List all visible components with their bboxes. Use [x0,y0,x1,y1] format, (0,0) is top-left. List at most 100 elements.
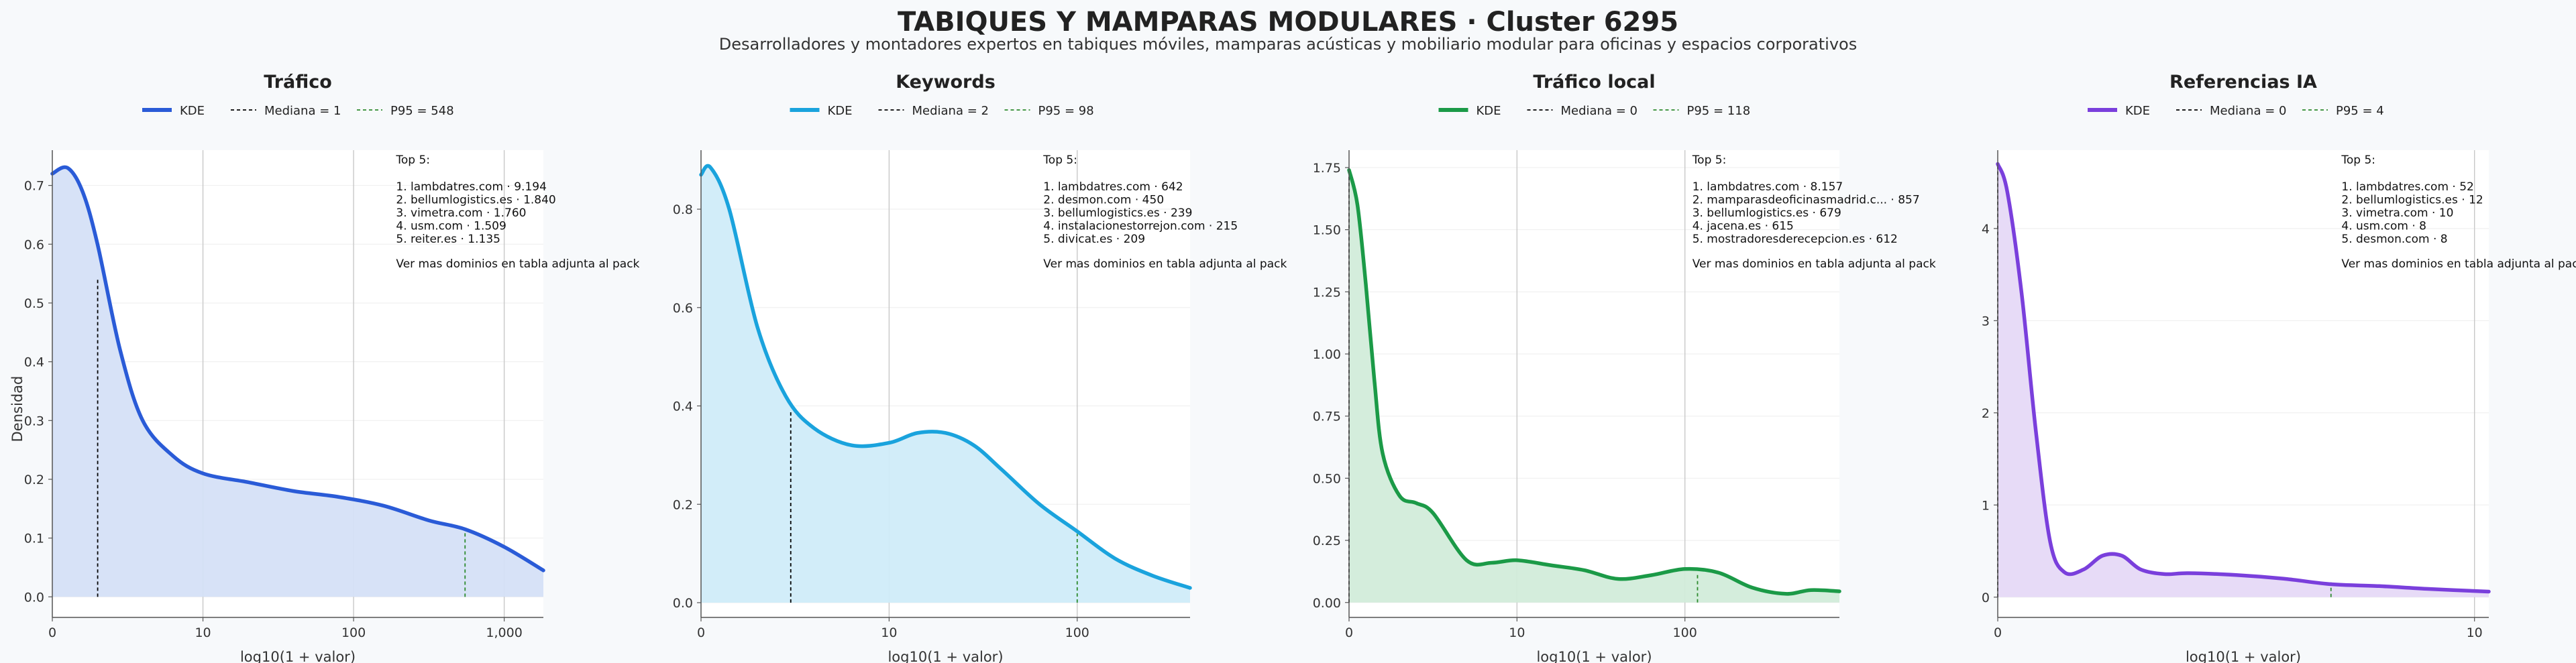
top5-item: 1. lambdatres.com · 642 [1043,180,1183,194]
legend-kde-label: KDE [828,104,853,118]
y-tick-label: 1.25 [1313,285,1341,300]
page-title: TABIQUES Y MAMPARAS MODULARES · Cluster … [897,7,1679,38]
y-tick-label: 0.6 [673,301,693,316]
top5-item: 3. vimetra.com · 1.760 [396,206,526,220]
kde-area [52,167,543,597]
top5-footer: Ver mas dominios en tabla adjunta al pac… [1693,257,1936,271]
x-tick-label: 100 [1065,625,1089,640]
x-tick-label: 1,000 [486,625,522,640]
top5-heading: Top 5: [1042,154,1077,167]
y-tick-label: 0.4 [24,355,44,370]
x-tick-label: 10 [881,625,897,640]
top5-item: 1. lambdatres.com · 52 [2341,180,2473,194]
y-tick-label: 0.75 [1313,410,1341,424]
panel-title: Tráfico [264,72,332,93]
panel-title: Referencias IA [2169,72,2317,93]
legend: KDE Mediana = 1 P95 = 548 [142,104,454,118]
legend-p95-label: P95 = 98 [1038,104,1094,118]
legend-median-label: Mediana = 1 [264,104,341,118]
x-axis-label: log10(1 + valor) [1536,649,1652,663]
plot-area [1998,150,2489,617]
top5-item: 5. desmon.com · 8 [2341,233,2447,246]
x-axis-label: log10(1 + valor) [888,649,1003,663]
y-tick-label: 1 [1982,498,1990,513]
legend: KDE Mediana = 0 P95 = 4 [2088,104,2384,118]
legend-kde-label: KDE [2125,104,2150,118]
y-tick-label: 1.75 [1313,161,1341,176]
top5-item: 1. lambdatres.com · 9.194 [396,180,547,194]
legend-p95-label: P95 = 118 [1687,104,1751,118]
x-tick-label: 100 [341,625,366,640]
y-tick-label: 2 [1982,406,1990,421]
top5-annotation: Top 5: 1. lambdatres.com · 522. bellumlog… [2341,154,2576,271]
chart-panel-1: 0.0 0.1 0.2 0.3 0.4 0.5 0.6 0.7 0 10 100 1,000 log10… [24,72,640,663]
top5-item: 4. instalacionestorrejon.com · 215 [1043,220,1238,233]
legend-p95-label: P95 = 4 [2336,104,2384,118]
x-tick-label: 10 [2467,625,2483,640]
y-tick-label: 0.2 [673,497,693,512]
x-tick-label: 0 [1994,625,2002,640]
y-tick-label: 0.6 [24,237,44,252]
top5-footer: Ver mas dominios en tabla adjunta al pac… [396,257,639,271]
y-tick-label: 1.00 [1313,347,1341,362]
legend-median-label: Mediana = 0 [2210,104,2286,118]
x-tick-label: 10 [1509,625,1525,640]
x-tick-label: 10 [195,625,211,640]
y-tick-label: 0.3 [24,414,44,428]
y-tick-label: 0.7 [24,179,44,194]
x-tick-label: 0 [697,625,705,640]
top5-item: 4. usm.com · 8 [2341,220,2426,233]
y-tick-label: 4 [1982,222,1990,237]
y-tick-label: 0.50 [1313,471,1341,486]
chart-panel-4: 0 1 2 3 4 0 10 log10(1 + valor) Referencias IA KD… [1982,72,2576,663]
y-tick-label: 0.5 [24,296,44,311]
x-axis-label: log10(1 + valor) [2186,649,2301,663]
top5-item: 5. reiter.es · 1.135 [396,233,500,246]
x-axis-label: log10(1 + valor) [240,649,356,663]
legend: KDE Mediana = 0 P95 = 118 [1438,104,1751,118]
y-tick-label: 0.00 [1313,596,1341,611]
chart-panel-2: 0.0 0.2 0.4 0.6 0.8 0 10 100 log10(1 + valor) Key… [673,72,1287,663]
top5-item: 2. mamparasdeoficinasmadrid.c... · 857 [1693,194,1920,207]
y-tick-label: 1.50 [1313,223,1341,238]
y-tick-label: 0.1 [24,532,44,546]
top5-item: 3. bellumlogistics.es · 239 [1043,206,1192,220]
y-tick-label: 0.2 [24,473,44,487]
y-tick-label: 0.4 [673,400,693,414]
legend: KDE Mediana = 2 P95 = 98 [790,104,1094,118]
y-tick-label: 0.0 [24,590,44,605]
top5-heading: Top 5: [1692,154,1727,167]
kde-line [50,165,545,572]
top5-heading: Top 5: [2341,154,2375,167]
legend-median-label: Mediana = 2 [912,104,989,118]
top5-item: 4. usm.com · 1.509 [396,220,506,233]
top5-heading: Top 5: [395,154,430,167]
top5-footer: Ver mas dominios en tabla adjunta al pac… [1043,257,1287,271]
x-tick-label: 0 [1345,625,1353,640]
top5-footer: Ver mas dominios en tabla adjunta al pac… [2341,257,2576,271]
kde-area [701,166,1190,603]
top5-item: 1. lambdatres.com · 8.157 [1693,180,1843,194]
legend-kde-label: KDE [1477,104,1501,118]
top5-item: 5. mostradoresderecepcion.es · 612 [1693,233,1898,246]
top5-item: 3. vimetra.com · 10 [2341,206,2453,220]
x-tick-label: 100 [1673,625,1697,640]
legend-kde-label: KDE [180,104,205,118]
top5-item: 5. divicat.es · 209 [1043,233,1145,246]
top5-item: 2. desmon.com · 450 [1043,194,1164,207]
kde-line [699,164,1192,590]
top5-item: 2. bellumlogistics.es · 1.840 [396,194,555,207]
top5-item: 3. bellumlogistics.es · 679 [1693,206,1841,220]
kde-line [1996,162,2491,594]
legend-median-label: Mediana = 0 [1561,104,1638,118]
x-tick-label: 0 [48,625,56,640]
top5-item: 4. jacena.es · 615 [1693,220,1794,233]
y-tick-label: 0.25 [1313,534,1341,548]
kde-area [1349,170,1839,603]
kde-line [1347,168,1841,596]
legend-p95-label: P95 = 548 [390,104,454,118]
